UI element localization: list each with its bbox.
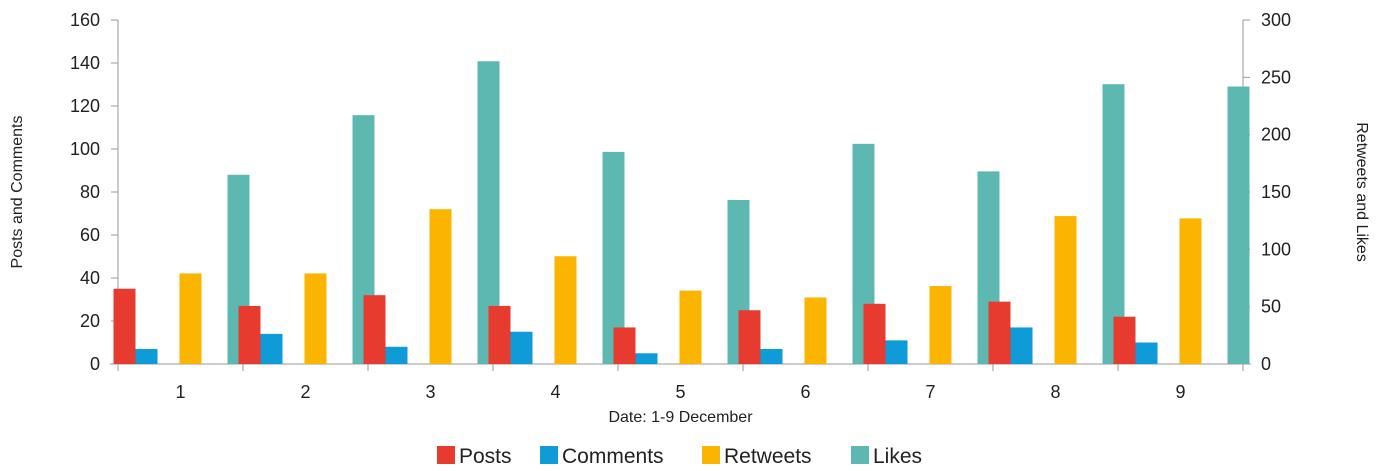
- bar-retweets: [804, 297, 827, 364]
- legend-swatch-likes: [851, 446, 869, 464]
- y-axis-title-right: Retweets and Likes: [1353, 122, 1370, 262]
- bar-comments: [760, 348, 783, 364]
- x-tick-label: 2: [300, 382, 310, 402]
- bar-retweets: [304, 273, 327, 364]
- y-tick-label-left: 120: [70, 96, 100, 116]
- legend-swatch-comments: [540, 446, 558, 464]
- legend-label-comments: Comments: [562, 445, 664, 468]
- bar-retweets: [1054, 216, 1077, 364]
- bar-likes: [1227, 86, 1250, 365]
- bar-posts: [1113, 316, 1136, 364]
- y-tick-label-left: 100: [70, 139, 100, 159]
- legend-label-likes: Likes: [873, 445, 922, 468]
- bar-comments: [260, 333, 283, 364]
- y-tick-label-left: 20: [80, 311, 100, 331]
- bar-comments: [1010, 327, 1033, 364]
- x-axis-title: Date: 1-9 December: [608, 409, 753, 426]
- bar-posts: [488, 305, 511, 364]
- bar-likes: [477, 61, 500, 364]
- bar-posts: [988, 301, 1011, 364]
- bar-comments: [510, 331, 533, 364]
- x-tick-label: 6: [800, 382, 810, 402]
- bar-comments: [885, 340, 908, 364]
- y-tick-label-left: 160: [70, 10, 100, 30]
- bar-retweets: [429, 209, 452, 364]
- bar-likes: [602, 151, 625, 364]
- bar-retweets: [1179, 218, 1202, 364]
- bar-retweets: [679, 290, 702, 364]
- legend-swatch-posts: [437, 446, 455, 464]
- legend-label-posts: Posts: [459, 445, 512, 468]
- x-tick-label: 4: [550, 382, 560, 402]
- bar-likes: [1102, 84, 1125, 365]
- bars: [113, 61, 1250, 365]
- x-tick-label: 8: [1050, 382, 1060, 402]
- y-tick-label-right: 300: [1261, 10, 1291, 30]
- bar-posts: [613, 327, 636, 364]
- y-tick-label-right: 0: [1261, 354, 1271, 374]
- y-tick-label-right: 150: [1261, 182, 1291, 202]
- axes: 0 20 40 60 80 100 120 140 160 0 50 100 150 200 250 300 1…: [70, 10, 1291, 402]
- x-tick-label: 7: [925, 382, 935, 402]
- x-tick-label: 5: [675, 382, 685, 402]
- bar-posts: [238, 305, 261, 364]
- x-tick-label: 1: [175, 382, 185, 402]
- y-tick-label-left: 140: [70, 53, 100, 73]
- bar-comments: [385, 346, 408, 364]
- y-axis-title-left: Posts and Comments: [9, 116, 26, 269]
- bar-posts: [863, 303, 886, 364]
- bar-comments: [135, 348, 158, 364]
- bar-posts: [363, 295, 386, 364]
- bar-posts: [738, 310, 761, 364]
- y-tick-label-left: 60: [80, 225, 100, 245]
- bar-retweets: [554, 256, 577, 364]
- bar-retweets: [929, 286, 952, 364]
- legend-label-retweets: Retweets: [724, 445, 812, 468]
- y-tick-label-right: 100: [1261, 239, 1291, 259]
- bar-comments: [1135, 342, 1158, 364]
- bar-posts: [113, 288, 136, 364]
- bar-comments: [635, 353, 658, 364]
- y-tick-label-right: 250: [1261, 67, 1291, 87]
- y-tick-label-right: 200: [1261, 125, 1291, 145]
- bar-retweets: [179, 273, 202, 364]
- y-tick-label-left: 80: [80, 182, 100, 202]
- y-tick-label-left: 40: [80, 268, 100, 288]
- y-tick-label-left: 0: [90, 354, 100, 374]
- x-tick-label: 3: [425, 382, 435, 402]
- x-tick-label: 9: [1175, 382, 1185, 402]
- legend: Posts Comments Retweets Likes: [437, 445, 922, 468]
- legend-swatch-retweets: [702, 446, 720, 464]
- y-tick-label-right: 50: [1261, 297, 1281, 317]
